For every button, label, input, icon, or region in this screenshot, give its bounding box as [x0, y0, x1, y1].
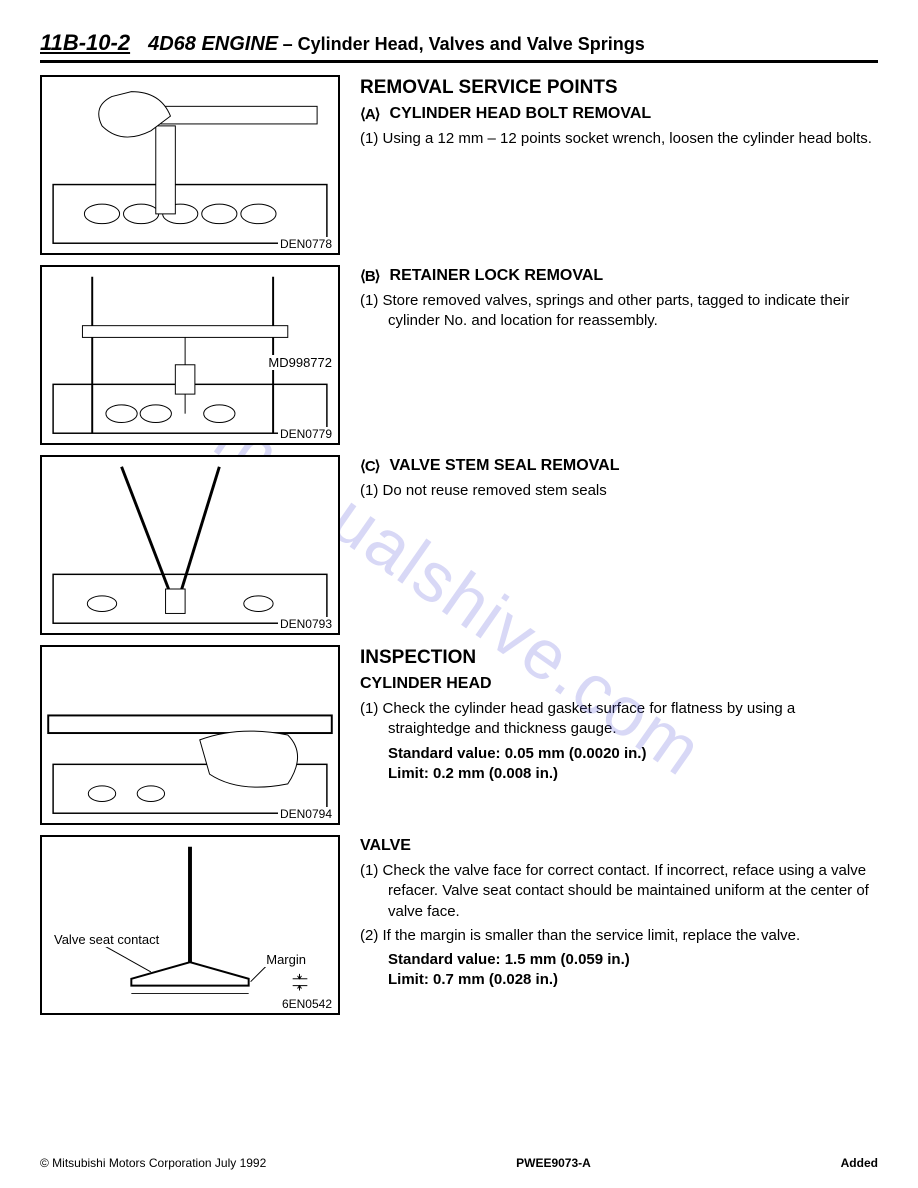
figure-cylhead-id: DEN0794 — [278, 807, 334, 821]
figure-a: DEN0778 — [40, 75, 340, 255]
cylhead-spec-std: Standard value: 0.05 mm (0.0020 in.) — [360, 744, 878, 764]
row-removal-b: MD998772 DEN0779 ⟨B⟩ RETAINER LOCK REMOV… — [40, 265, 878, 445]
cylhead-spec-limit: Limit: 0.2 mm (0.008 in.) — [360, 764, 878, 784]
figure-valve: Valve seat contact Margin 6EN0542 — [40, 835, 340, 1015]
page-header: 11B-10-2 4D68 ENGINE – Cylinder Head, Va… — [40, 30, 878, 63]
figure-b: MD998772 DEN0779 — [40, 265, 340, 445]
row-inspection-cylhead: DEN0794 INSPECTION CYLINDER HEAD (1) Che… — [40, 645, 878, 825]
page-footer: © Mitsubishi Motors Corporation July 199… — [40, 1156, 878, 1170]
cylhead-title: CYLINDER HEAD — [360, 675, 878, 693]
header-engine: 4D68 ENGINE — [148, 33, 278, 55]
valve-callout-seat: Valve seat contact — [52, 932, 161, 947]
figure-b-tool: MD998772 — [266, 355, 334, 370]
removal-a-heading: ⟨A⟩ CYLINDER HEAD BOLT REMOVAL — [360, 105, 878, 123]
text-removal-b: ⟨B⟩ RETAINER LOCK REMOVAL (1) Store remo… — [360, 265, 878, 336]
removal-a-step1: (1) Using a 12 mm – 12 points socket wre… — [360, 129, 878, 149]
removal-c-heading: ⟨C⟩ VALVE STEM SEAL REMOVAL — [360, 457, 878, 475]
removal-title: REMOVAL SERVICE POINTS — [360, 77, 878, 99]
removal-b-step1: (1) Store removed valves, springs and ot… — [360, 291, 878, 332]
footer-pubnum: PWEE9073-A — [516, 1156, 591, 1170]
valve-title: VALVE — [360, 837, 878, 855]
valve-spec-limit: Limit: 0.7 mm (0.028 in.) — [360, 970, 878, 990]
main-content: DEN0778 REMOVAL SERVICE POINTS ⟨A⟩ CYLIN… — [40, 75, 878, 1015]
figure-valve-id: 6EN0542 — [280, 997, 334, 1011]
text-inspection-valve: VALVE (1) Check the valve face for corre… — [360, 835, 878, 991]
figure-b-id: DEN0779 — [278, 427, 334, 441]
inspection-title: INSPECTION — [360, 647, 878, 669]
header-section: – Cylinder Head, Valves and Valve Spring… — [283, 34, 645, 54]
text-removal-a: REMOVAL SERVICE POINTS ⟨A⟩ CYLINDER HEAD… — [360, 75, 878, 153]
text-inspection-cylhead: INSPECTION CYLINDER HEAD (1) Check the c… — [360, 645, 878, 784]
figure-cylhead: DEN0794 — [40, 645, 340, 825]
footer-copyright: © Mitsubishi Motors Corporation July 199… — [40, 1156, 266, 1170]
figure-a-id: DEN0778 — [278, 237, 334, 251]
valve-step2: (2) If the margin is smaller than the se… — [360, 926, 878, 946]
removal-b-code: ⟨B⟩ — [360, 267, 380, 285]
removal-c-title: VALVE STEM SEAL REMOVAL — [390, 457, 620, 475]
figure-c: DEN0793 — [40, 455, 340, 635]
row-removal-a: DEN0778 REMOVAL SERVICE POINTS ⟨A⟩ CYLIN… — [40, 75, 878, 255]
valve-spec-std: Standard value: 1.5 mm (0.059 in.) — [360, 950, 878, 970]
valve-step1: (1) Check the valve face for correct con… — [360, 861, 878, 922]
removal-a-code: ⟨A⟩ — [360, 105, 380, 123]
page-number: 11B-10-2 — [40, 30, 130, 56]
removal-b-title: RETAINER LOCK REMOVAL — [390, 267, 604, 285]
removal-c-step1: (1) Do not reuse removed stem seals — [360, 481, 878, 501]
removal-a-title: CYLINDER HEAD BOLT REMOVAL — [390, 105, 652, 123]
row-removal-c: DEN0793 ⟨C⟩ VALVE STEM SEAL REMOVAL (1) … — [40, 455, 878, 635]
removal-c-code: ⟨C⟩ — [360, 457, 380, 475]
valve-callout-margin: Margin — [264, 952, 308, 967]
figure-c-id: DEN0793 — [278, 617, 334, 631]
text-removal-c: ⟨C⟩ VALVE STEM SEAL REMOVAL (1) Do not r… — [360, 455, 878, 505]
footer-added: Added — [841, 1156, 878, 1170]
removal-b-heading: ⟨B⟩ RETAINER LOCK REMOVAL — [360, 267, 878, 285]
row-inspection-valve: Valve seat contact Margin 6EN0542 VALVE … — [40, 835, 878, 1015]
cylhead-step1: (1) Check the cylinder head gasket surfa… — [360, 699, 878, 740]
